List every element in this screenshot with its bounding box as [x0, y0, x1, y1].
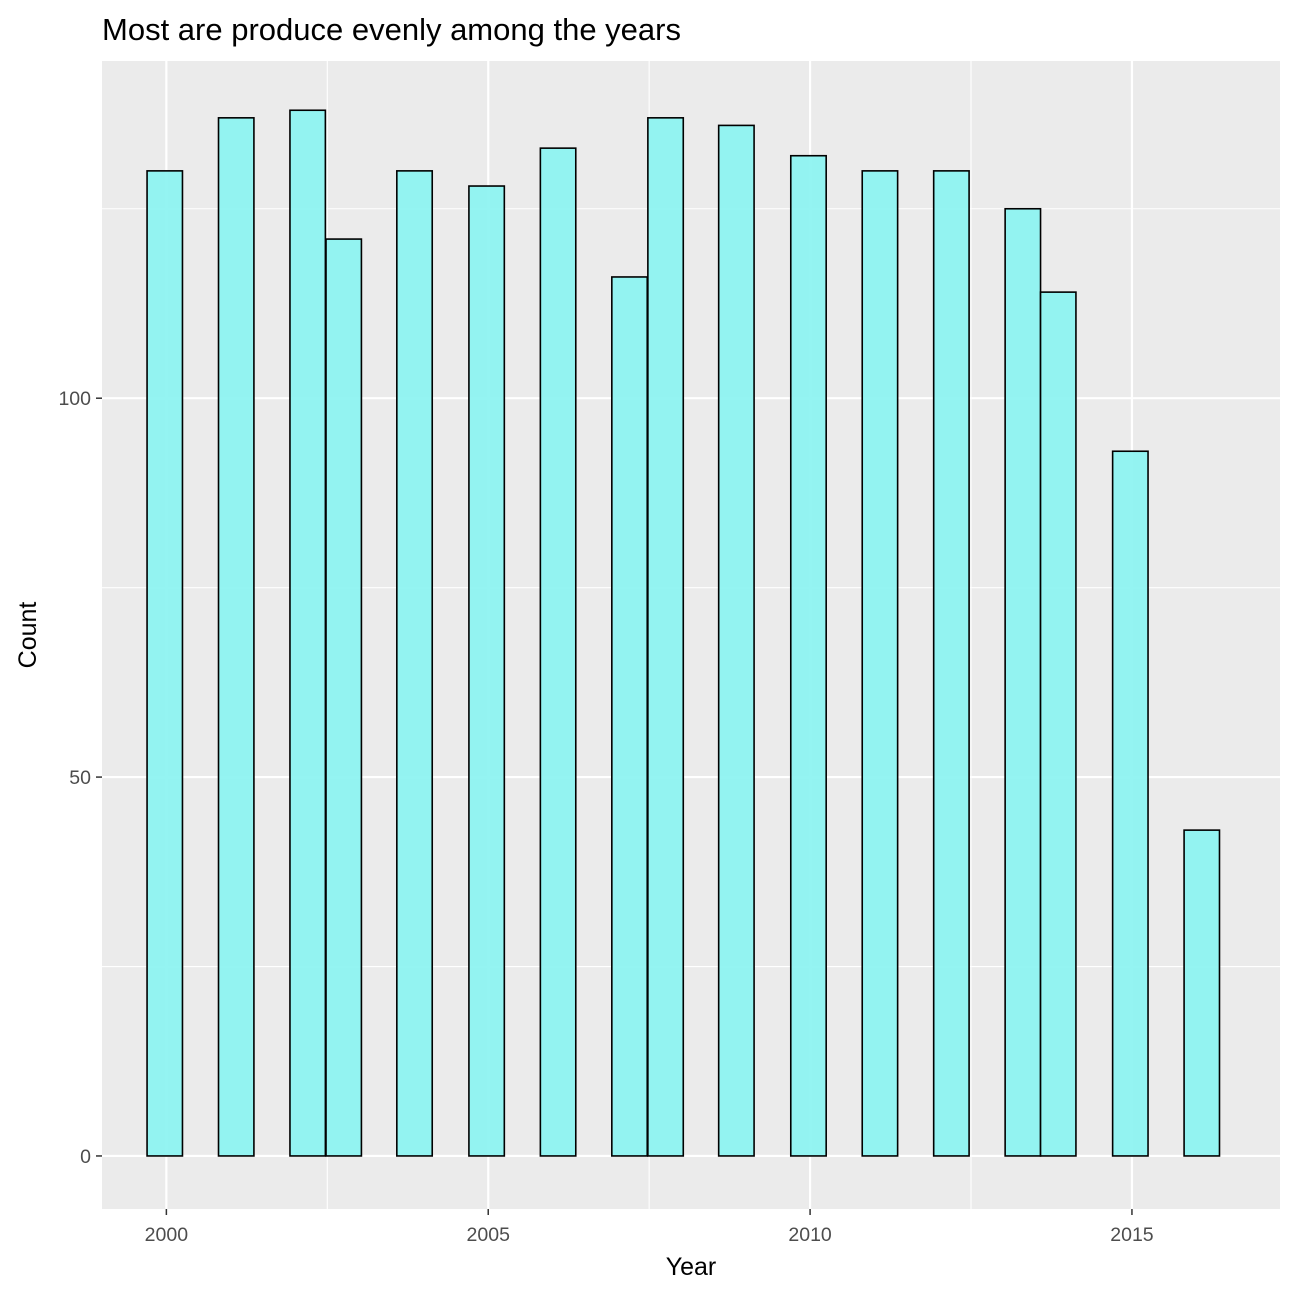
x-axis: 2000 2005 2010 2015 [145, 1209, 1154, 1246]
bar-3 [325, 238, 363, 1157]
y-tick-label-100: 100 [58, 388, 91, 410]
bar-0 [146, 170, 184, 1157]
bar-2 [289, 109, 327, 1157]
x-tick-label-2005: 2005 [467, 1224, 511, 1246]
bar-16 [1183, 829, 1221, 1157]
bar-11 [861, 170, 899, 1157]
x-tick-label-2015: 2015 [1110, 1224, 1154, 1246]
bar-13 [1004, 207, 1042, 1157]
bar-7 [611, 276, 649, 1157]
bar-10 [789, 154, 827, 1157]
y-tick-label-50: 50 [69, 767, 91, 789]
chart-title: Most are produce evenly among the years [102, 12, 681, 47]
bar-8 [647, 117, 685, 1157]
y-tick-label-0: 0 [80, 1146, 91, 1168]
bars [146, 109, 1221, 1157]
bar-9 [717, 124, 755, 1157]
bar-12 [932, 170, 970, 1157]
bar-15 [1111, 450, 1149, 1157]
x-tick-label-2010: 2010 [788, 1224, 832, 1246]
plot-panel [102, 61, 1280, 1209]
bar-1 [217, 117, 255, 1157]
y-axis: 0 50 100 [58, 388, 102, 1168]
bar-5 [468, 185, 506, 1157]
bar-4 [396, 170, 434, 1157]
bar-6 [539, 147, 577, 1157]
x-axis-title: Year [666, 1253, 717, 1281]
y-axis-title: Count [14, 602, 42, 669]
x-tick-label-2000: 2000 [145, 1224, 189, 1246]
bar-14 [1039, 291, 1077, 1157]
